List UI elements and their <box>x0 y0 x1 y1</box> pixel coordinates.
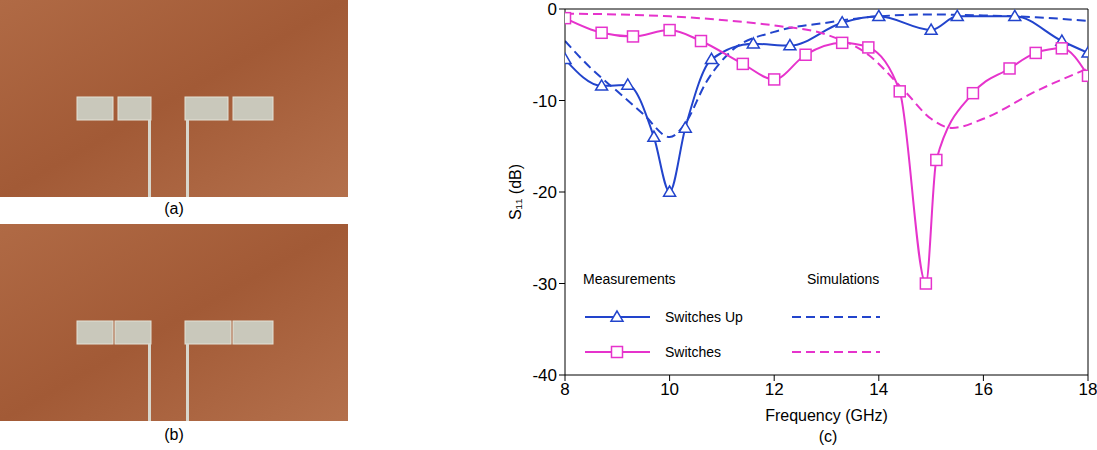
svg-text:18: 18 <box>1079 380 1097 399</box>
svg-text:-10: -10 <box>532 92 557 111</box>
svg-text:-40: -40 <box>532 366 557 385</box>
svg-text:Measurements: Measurements <box>583 271 676 287</box>
svg-text:Switches Up: Switches Up <box>665 309 743 325</box>
html-text:(a): (a) <box>164 200 184 217</box>
svg-text:-30: -30 <box>532 275 557 294</box>
svg-text:-20: -20 <box>532 183 557 202</box>
svg-text:Simulations: Simulations <box>807 271 879 287</box>
svg-text:14: 14 <box>869 380 888 399</box>
svg-text:16: 16 <box>974 380 993 399</box>
svg-text:Frequency (GHz): Frequency (GHz) <box>765 407 888 424</box>
svg-text:12: 12 <box>765 380 784 399</box>
html-text:(c): (c) <box>818 428 838 445</box>
svg-text:S₁₁ (dB): S₁₁ (dB) <box>507 164 524 220</box>
svg-text:10: 10 <box>660 380 679 399</box>
svg-text:0: 0 <box>548 0 557 19</box>
svg-text:8: 8 <box>560 380 569 399</box>
html-text:(b): (b) <box>164 426 184 443</box>
svg-text:Switches: Switches <box>665 344 721 360</box>
